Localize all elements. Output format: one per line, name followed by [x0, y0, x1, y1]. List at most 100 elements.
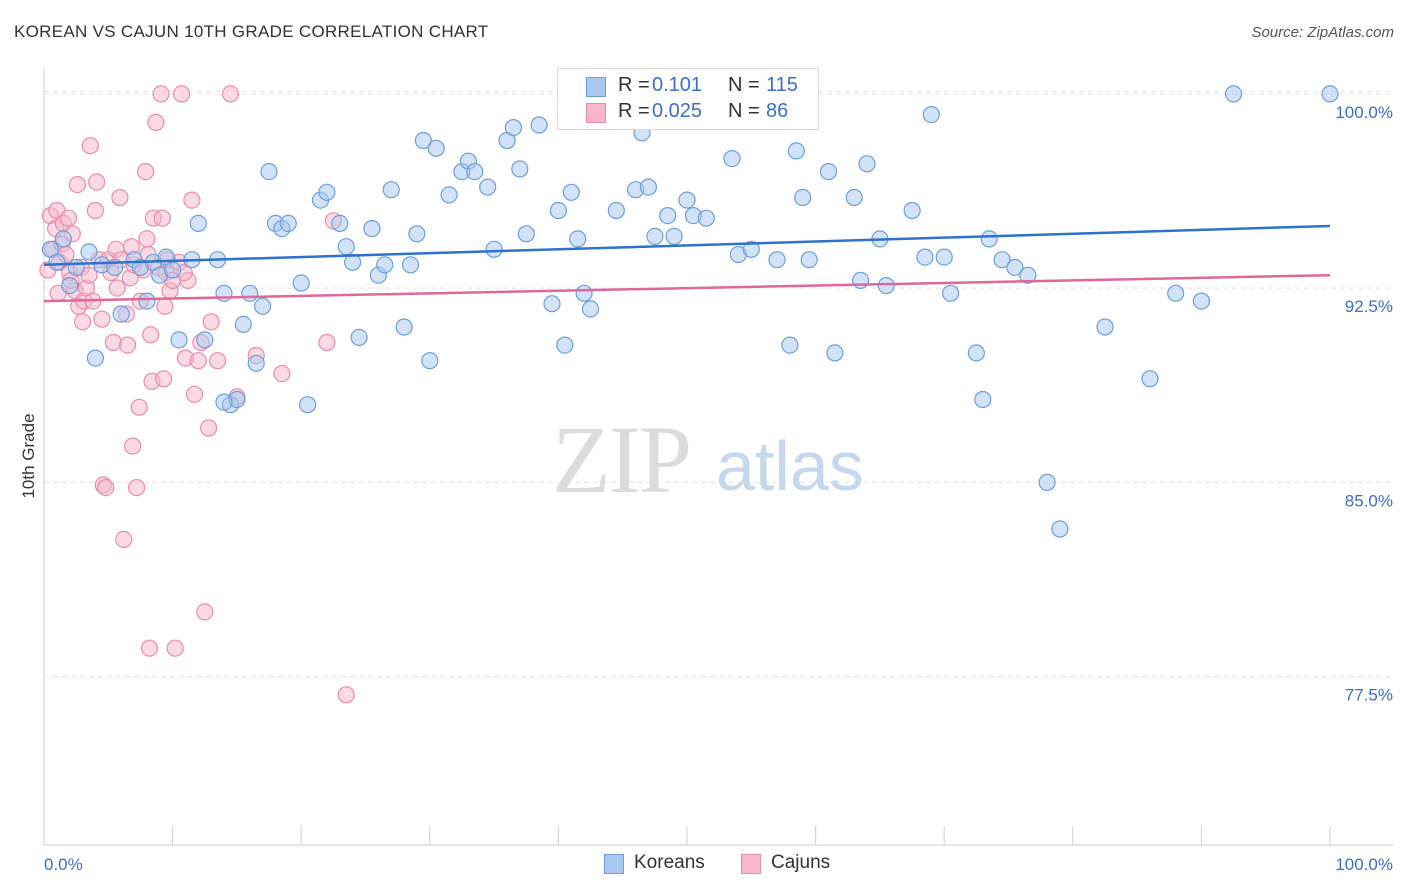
- cajuns-point: [196, 603, 214, 621]
- koreans-point: [215, 393, 233, 411]
- koreans-point: [363, 220, 381, 238]
- stats-row-koreans: R = 0.101 N = 115: [558, 74, 818, 100]
- koreans-point: [781, 336, 799, 354]
- trend-lines: [43, 224, 1331, 303]
- koreans-point: [819, 163, 838, 181]
- koreans-point: [967, 344, 986, 362]
- x-tick-label: 100.0%: [1335, 855, 1393, 874]
- koreans-point: [234, 315, 252, 333]
- cajuns-point: [185, 385, 204, 403]
- koreans-legend-swatch: [604, 854, 624, 874]
- koreans-point: [646, 227, 664, 245]
- cajuns-point: [152, 85, 170, 103]
- koreans-point: [504, 118, 523, 137]
- koreans-point: [974, 390, 992, 409]
- y-tick-label: 100.0%: [1335, 103, 1393, 122]
- watermark-atlas: atlas: [716, 427, 864, 505]
- koreans-point: [215, 284, 233, 302]
- koreans-point: [80, 243, 98, 261]
- koreans-point: [382, 181, 400, 199]
- cajuns-point: [73, 313, 92, 331]
- koreans-point: [337, 238, 355, 256]
- cajuns-point: [140, 639, 159, 657]
- koreans-point: [54, 230, 72, 248]
- r-value: 0.101: [652, 74, 703, 96]
- source-credit: Source: ZipAtlas.com: [1251, 24, 1394, 41]
- cajuns-point: [124, 437, 142, 455]
- koreans-point: [112, 305, 130, 323]
- koreans-point: [665, 227, 683, 245]
- cajuns-series: [39, 85, 355, 704]
- cajuns-point: [80, 266, 98, 284]
- koreans-point: [826, 344, 844, 362]
- stats-legend: R = 0.101 N = 115 R = 0.025 N = 86: [557, 68, 819, 130]
- koreans-point: [1038, 473, 1056, 491]
- watermark: ZIP atlas: [552, 406, 864, 513]
- axes: [43, 68, 1393, 846]
- koreans-point: [794, 188, 812, 207]
- koreans-point: [67, 258, 85, 276]
- n-value: 115: [766, 74, 798, 96]
- koreans-point: [980, 230, 998, 248]
- y-tick-label: 85.0%: [1345, 491, 1393, 510]
- koreans-point: [800, 251, 818, 269]
- koreans-point: [916, 248, 934, 266]
- cajuns-point: [81, 137, 99, 155]
- koreans-point: [440, 186, 458, 204]
- koreans-point: [639, 178, 658, 196]
- koreans-point: [1019, 266, 1037, 284]
- koreans-point: [530, 116, 548, 134]
- cajuns-trend-line: [43, 273, 1331, 303]
- cajuns-point: [318, 333, 336, 352]
- x-tick-label: 0.0%: [44, 855, 83, 874]
- cajuns-point: [68, 176, 87, 194]
- koreans-point: [903, 201, 921, 220]
- koreans-point: [466, 163, 484, 181]
- legend-label-cajuns: Cajuns: [771, 852, 831, 873]
- koreans-point: [569, 230, 587, 248]
- cajuns-point: [156, 297, 174, 315]
- koreans-point: [279, 214, 297, 232]
- koreans-point: [1141, 370, 1159, 388]
- koreans-point: [414, 131, 432, 150]
- koreans-point: [260, 163, 278, 181]
- koreans-point: [1096, 318, 1114, 336]
- chart-title: KOREAN VS CAJUN 10TH GRADE CORRELATION C…: [14, 22, 489, 41]
- koreans-series: [41, 85, 1339, 538]
- cajuns-point: [93, 310, 111, 328]
- cajuns-point: [115, 530, 133, 549]
- y-axis-label: 10th Grade: [19, 413, 38, 498]
- koreans-point: [170, 331, 188, 349]
- cajuns-point: [153, 209, 171, 227]
- koreans-point: [401, 256, 420, 274]
- koreans-point: [61, 277, 79, 295]
- koreans-point: [1192, 292, 1211, 310]
- cajuns-point: [202, 313, 220, 331]
- koreans-point: [935, 248, 953, 266]
- koreans-point: [659, 207, 677, 225]
- cajuns-point: [108, 279, 126, 297]
- cajuns-point: [147, 113, 165, 132]
- r-label: R =: [618, 100, 650, 122]
- cajuns-point: [97, 479, 115, 497]
- tick-labels: 77.5% 85.0% 92.5% 100.0% 0.0% 100.0%: [44, 103, 1393, 874]
- koreans-point: [485, 240, 503, 258]
- koreans-point: [164, 261, 182, 279]
- koreans-point: [48, 253, 66, 271]
- koreans-point: [543, 295, 561, 313]
- koreans-point: [292, 274, 310, 292]
- koreans-point: [922, 105, 940, 124]
- koreans-point: [678, 191, 696, 209]
- cajuns-legend-swatch: [741, 854, 761, 874]
- cajuns-point: [111, 188, 129, 207]
- r-value: 0.025: [652, 100, 703, 122]
- cajuns-point: [155, 370, 173, 388]
- koreans-point: [299, 396, 317, 414]
- koreans-point: [845, 188, 863, 207]
- koreans-point: [318, 183, 336, 201]
- koreans-point: [1006, 258, 1024, 276]
- koreans-point: [408, 225, 426, 243]
- cajuns-point: [337, 686, 355, 704]
- koreans-point: [189, 214, 207, 232]
